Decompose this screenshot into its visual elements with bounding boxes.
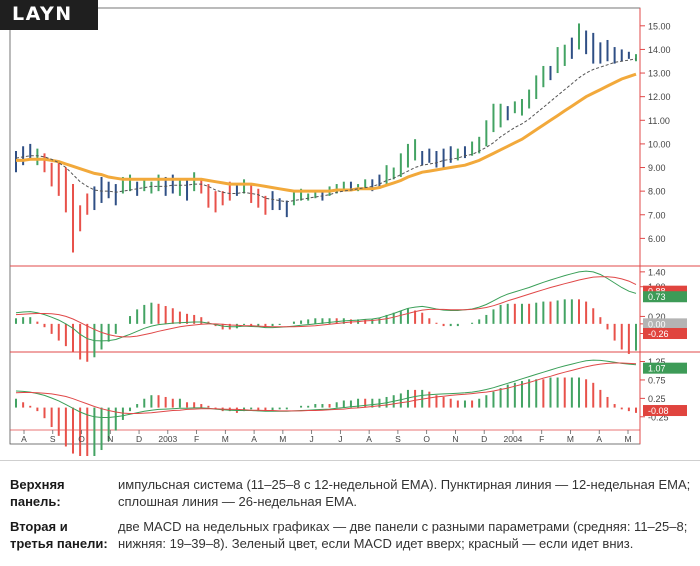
- y-tick-label: 14.00: [648, 45, 671, 55]
- x-tick-label: J: [338, 434, 342, 444]
- caption-text: импульсная система (11–25–8 с 12-недельн…: [118, 477, 691, 509]
- x-tick-label: A: [596, 434, 602, 444]
- x-tick-label: F: [539, 434, 544, 444]
- y-tick-label: 0.20: [648, 312, 666, 322]
- value-tag: [643, 318, 687, 330]
- value-tag: [643, 291, 687, 303]
- caption-label: Верхняя панель:: [10, 477, 65, 509]
- macd-panel-bottom: 1.25 0.75 0.25 -0.25 1.07 -0.08: [15, 357, 687, 456]
- y-tick-label: 0.25: [648, 394, 666, 404]
- y-tick-label: 13.00: [648, 69, 671, 79]
- macd-line: [15, 270, 637, 342]
- x-tick-label: M: [222, 434, 229, 444]
- x-tick-label: A: [21, 434, 27, 444]
- y-tick-label: 0.75: [648, 375, 666, 385]
- y-tick-label: 1.40: [648, 267, 666, 277]
- y-tick-label: 8.00: [648, 187, 666, 197]
- x-tick-label: A: [251, 434, 257, 444]
- y-tick-label: 15.00: [648, 21, 671, 31]
- x-tick-label: M: [279, 434, 286, 444]
- ema-26-line: [16, 72, 637, 193]
- impulse-macd-chart: 15.00 14.00 13.00 12.00 11.00 10.00 9.00 8.00 7.…: [9, 7, 700, 456]
- x-tick-label: M: [624, 434, 631, 444]
- x-tick-label: J: [309, 434, 313, 444]
- value-tag-label: 1.07: [648, 364, 666, 374]
- value-tag-label: 0.00: [648, 319, 666, 329]
- y-tick-label: 11.00: [648, 116, 670, 126]
- macd-line: [15, 359, 637, 418]
- value-tag: [643, 285, 687, 297]
- x-tick-label: O: [423, 434, 430, 444]
- ticker-symbol: LAYN: [12, 3, 73, 25]
- x-tick-label: O: [78, 434, 85, 444]
- macd-panel-middle: 1.401.000.200.00-0.260.880.730.00-0.26: [15, 267, 687, 362]
- value-tag: [643, 328, 687, 340]
- y-tick-label: 10.00: [648, 139, 671, 149]
- ticker-badge: LAYN: [0, 0, 98, 30]
- signal-line: [15, 276, 637, 338]
- price-panel: 15.00 14.00 13.00 12.00 11.00 10.00 9.00 8.00 7.…: [15, 21, 671, 253]
- value-tag-label: -0.26: [648, 329, 669, 339]
- signal-line: [15, 362, 637, 414]
- value-tag: [643, 362, 687, 374]
- x-tick-label: N: [107, 434, 113, 444]
- caption-macd-panels: Вторая и третья панели: две MACD на неде…: [10, 518, 690, 566]
- x-tick-label: S: [395, 434, 401, 444]
- value-tag-label: -0.08: [648, 406, 669, 416]
- x-tick-label: M: [567, 434, 574, 444]
- x-tick-label: F: [194, 434, 199, 444]
- x-tick-label: D: [136, 434, 142, 444]
- ema-12-line: [15, 58, 637, 203]
- caption-label: Вторая и третья панели:: [10, 519, 108, 551]
- x-tick-label: A: [366, 434, 372, 444]
- caption-separator: [0, 460, 700, 461]
- x-tick-label: 2003: [158, 434, 177, 444]
- value-tag-label: 0.73: [648, 292, 666, 302]
- y-tick-label: -0.25: [648, 412, 669, 422]
- y-tick-label: 12.00: [648, 92, 671, 102]
- plot-frame: [9, 7, 641, 445]
- x-tick-label: S: [50, 434, 56, 444]
- y-tick-label: 1.25: [648, 357, 666, 367]
- caption-text: две MACD на недельных графиках — две пан…: [118, 519, 688, 551]
- x-tick-label: N: [452, 434, 458, 444]
- caption-top-panel: Верхняя панель: импульсная система (11–2…: [10, 476, 690, 510]
- y-tick-label: 6.00: [648, 234, 666, 244]
- value-tag: [643, 405, 687, 417]
- x-tick-label: 2004: [503, 434, 522, 444]
- x-tick-label: D: [481, 434, 487, 444]
- y-tick-label: 7.00: [648, 210, 666, 220]
- y-tick-label: 9.00: [648, 163, 666, 173]
- x-axis: A S O N D 2003 F M A M J J A S O N D 2004 F M A M: [21, 430, 632, 444]
